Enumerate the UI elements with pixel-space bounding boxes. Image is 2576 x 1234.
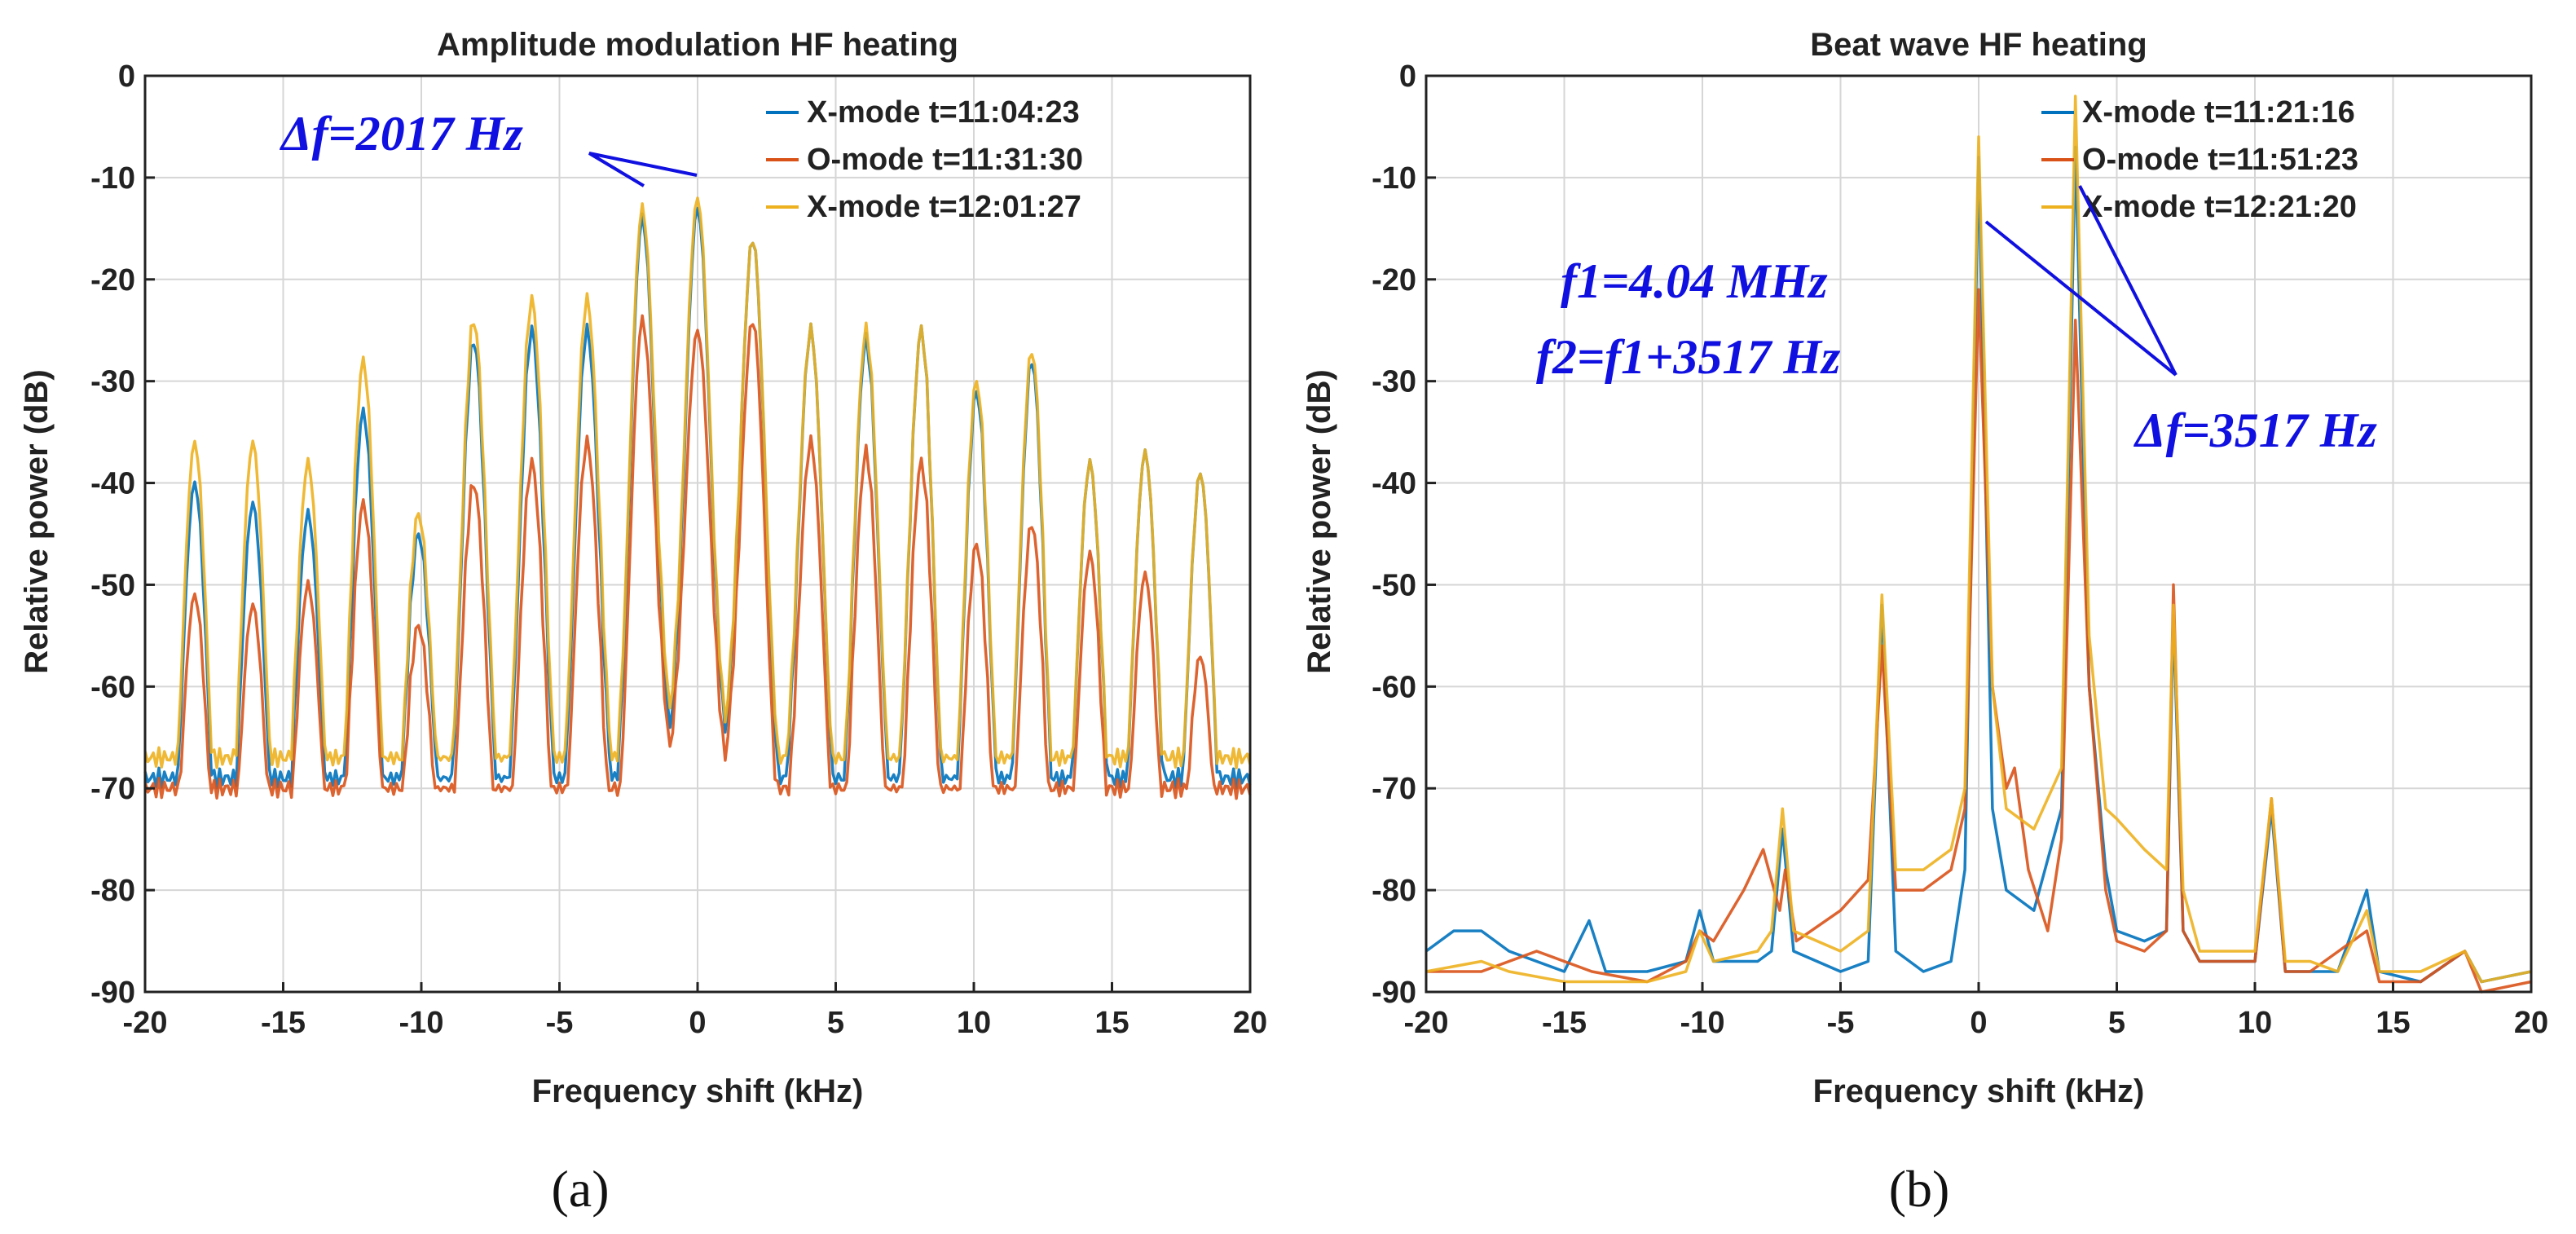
y-tick-label: -80 (1372, 874, 1416, 908)
x-tick-label: 5 (827, 1006, 844, 1040)
panel-b-annotation-f1: f1=4.04 MHz (1561, 254, 1828, 308)
panel-a-label: (a) (551, 1160, 609, 1218)
y-tick-label: -30 (1372, 365, 1416, 399)
legend-entry: X-mode t=11:04:23 (807, 95, 1080, 130)
series-line-a-2 (143, 196, 1252, 769)
panel-b-title: Beat wave HF heating (1810, 27, 2147, 63)
panel-a-ylabel: Relative power (dB) (19, 369, 55, 673)
y-tick-label: -50 (1372, 568, 1416, 602)
panel-a: Amplitude modulation HF heating -20 -15 -1… (19, 27, 1267, 1218)
panel-a-xlabel: Frequency shift (kHz) (532, 1073, 864, 1109)
y-tick-label: -90 (90, 976, 135, 1010)
panel-a-annotation-arrow (588, 152, 698, 187)
panel-a-plot (143, 196, 1252, 800)
panel-a-annotation-delta-f: Δf=2017 Hz (280, 107, 523, 161)
panel-b-legend: X-mode t=11:21:16 O-mode t=11:51:23 X-mode… (2041, 95, 2358, 224)
panel-b-xlabel: Frequency shift (kHz) (1813, 1073, 2145, 1109)
panel-b-ticks: -20 -15 -10 -5 0 5 10 15 200-10-20-30-40-50-60-7… (1372, 59, 2548, 1040)
y-tick-label: -10 (1372, 161, 1416, 196)
x-tick-label: 0 (1970, 1006, 1987, 1040)
x-tick-label: -20 (1404, 1006, 1449, 1040)
panel-b-annotation-delta-f: Δf=3517 Hz (2133, 403, 2377, 457)
x-tick-label: 15 (1094, 1006, 1129, 1040)
y-tick-label: -10 (90, 161, 135, 196)
series-line-a-1 (143, 314, 1252, 800)
panel-b-annotation-f2: f2=f1+3517 Hz (1536, 330, 1841, 384)
y-tick-label: -40 (90, 467, 135, 501)
x-tick-label: -10 (399, 1006, 444, 1040)
x-tick-label: -15 (261, 1006, 306, 1040)
x-tick-label: 5 (2108, 1006, 2125, 1040)
y-tick-label: -30 (90, 365, 135, 399)
series-line-b-2 (1425, 95, 2532, 984)
y-tick-label: -20 (1372, 263, 1416, 297)
legend-entry: X-mode t=11:21:16 (2082, 95, 2355, 130)
panel-a-legend: X-mode t=11:04:23 O-mode t=11:31:30 X-mode… (766, 95, 1083, 224)
x-tick-label: -5 (1827, 1006, 1855, 1040)
y-tick-label: -60 (90, 670, 135, 704)
panel-b-ylabel: Relative power (dB) (1301, 369, 1337, 673)
y-tick-label: -90 (1372, 976, 1416, 1010)
y-tick-label: -70 (90, 772, 135, 806)
y-tick-label: -80 (90, 874, 135, 908)
x-tick-label: -5 (546, 1006, 574, 1040)
y-tick-label: 0 (118, 59, 135, 94)
panel-b-label: (b) (1889, 1160, 1950, 1218)
y-tick-label: -70 (1372, 772, 1416, 806)
x-tick-label: -20 (123, 1006, 168, 1040)
x-tick-label: 10 (2238, 1006, 2272, 1040)
legend-entry: X-mode t=12:21:20 (2082, 190, 2357, 224)
panel-b: Beat wave HF heating -20 -15 -10 -5 0 5 10 15 20… (1301, 27, 2548, 1218)
x-tick-label: -10 (1680, 1006, 1725, 1040)
x-tick-label: 20 (1233, 1006, 1267, 1040)
y-tick-label: -40 (1372, 467, 1416, 501)
y-tick-label: -20 (90, 263, 135, 297)
panel-a-title: Amplitude modulation HF heating (437, 27, 958, 63)
legend-entry: O-mode t=11:51:23 (2082, 143, 2358, 177)
y-tick-label: -50 (90, 568, 135, 602)
panel-b-annotation-arrow-2 (2078, 185, 2177, 376)
x-tick-label: 0 (689, 1006, 706, 1040)
panel-b-annotation-arrow-1 (1984, 220, 2177, 377)
y-tick-label: -60 (1372, 670, 1416, 704)
y-tick-label: 0 (1399, 59, 1416, 94)
legend-entry: X-mode t=12:01:27 (807, 190, 1081, 224)
panel-a-ticks: -20 -15 -10 -5 0 5 10 15 200-10-20-30-40-50-60-7… (90, 59, 1267, 1040)
x-tick-label: -15 (1542, 1006, 1587, 1040)
x-tick-label: 20 (2514, 1006, 2548, 1040)
x-tick-label: 10 (957, 1006, 991, 1040)
panel-a-grid (144, 75, 1251, 993)
x-tick-label: 15 (2376, 1006, 2410, 1040)
legend-entry: O-mode t=11:31:30 (807, 143, 1083, 177)
series-line-a-0 (143, 206, 1252, 790)
panel-b-plot (1425, 95, 2532, 994)
